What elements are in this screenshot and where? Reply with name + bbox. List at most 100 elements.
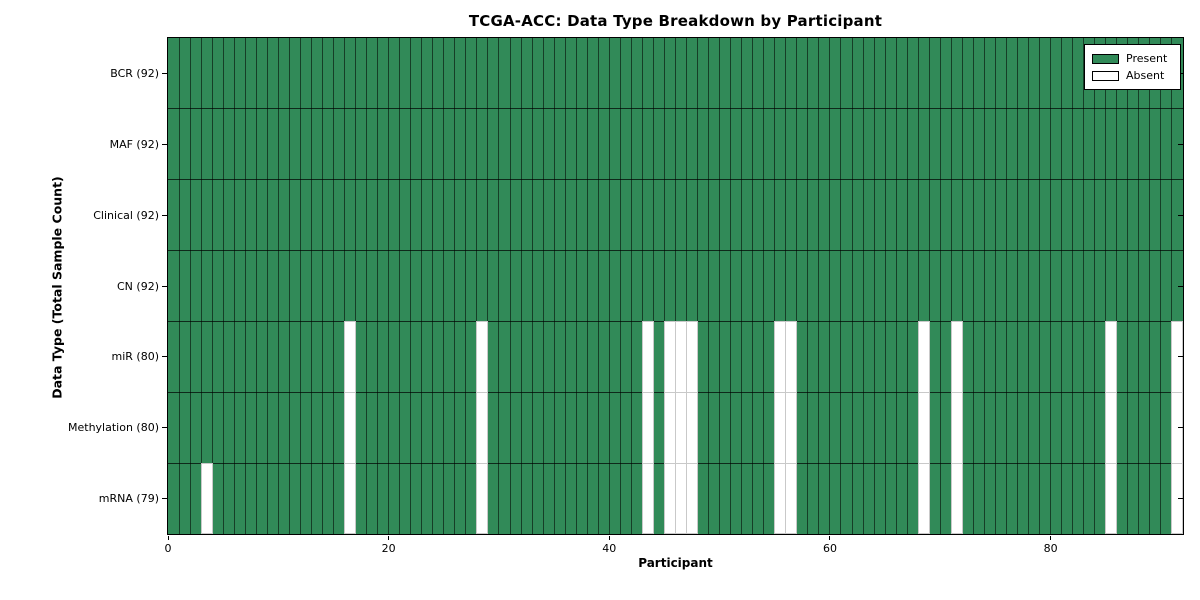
grid-line-vertical: [840, 38, 842, 534]
legend-label-present: Present: [1126, 52, 1168, 65]
y-tick-mark: [162, 498, 167, 500]
absent-cell: [950, 320, 963, 393]
x-tick-label: 40: [602, 542, 617, 555]
y-tick-mark-right: [1178, 214, 1183, 216]
absent-cell: [476, 320, 489, 393]
y-tick-mark: [162, 143, 167, 145]
grid-line-vertical: [310, 38, 312, 534]
legend-item-present: Present: [1092, 53, 1173, 64]
absent-cell: [785, 462, 798, 534]
grid-line-vertical: [752, 38, 754, 534]
grid-line-vertical: [774, 38, 776, 534]
grid-line-vertical: [509, 38, 511, 534]
grid-line-vertical: [895, 38, 897, 534]
row-label: BCR (92): [110, 66, 159, 80]
absent-cell: [917, 462, 930, 534]
plot-area: [167, 37, 1184, 535]
grid-line-vertical: [950, 38, 952, 534]
grid-line-vertical: [277, 38, 279, 534]
grid-line-vertical: [796, 38, 798, 534]
grid-line-vertical: [1083, 38, 1085, 534]
grid-line-vertical: [807, 38, 809, 534]
row-label: CN (92): [117, 279, 159, 293]
grid-line-vertical: [1039, 38, 1041, 534]
absent-cell: [917, 391, 930, 464]
grid-line-vertical: [1061, 38, 1063, 534]
grid-line-vertical: [818, 38, 820, 534]
x-tick-label: 20: [381, 542, 396, 555]
grid-line-vertical: [421, 38, 423, 534]
y-tick-mark: [162, 427, 167, 429]
grid-line-vertical: [189, 38, 191, 534]
grid-line-vertical: [1094, 38, 1096, 534]
grid-line-vertical: [1050, 38, 1052, 534]
y-tick-mark-right: [1178, 143, 1183, 145]
x-tick-label: 0: [164, 542, 172, 555]
y-tick-mark: [162, 72, 167, 74]
y-tick-mark-right: [1178, 356, 1183, 358]
grid-line-vertical: [487, 38, 489, 534]
grid-line-vertical: [961, 38, 963, 534]
grid-line-vertical: [763, 38, 765, 534]
absent-cell: [641, 320, 654, 393]
row-label: MAF (92): [109, 137, 159, 151]
row-label: Methylation (80): [68, 421, 159, 435]
x-tick-label: 80: [1043, 542, 1058, 555]
grid-line-vertical: [178, 38, 180, 534]
grid-line-vertical: [884, 38, 886, 534]
grid-line-vertical: [697, 38, 699, 534]
grid-line-vertical: [332, 38, 334, 534]
grid-line-vertical: [1116, 38, 1118, 534]
grid-line-vertical: [211, 38, 213, 534]
absent-cell: [641, 462, 654, 534]
grid-line-vertical: [443, 38, 445, 534]
grid-line-vertical: [1171, 38, 1173, 534]
absent-cell: [686, 320, 699, 393]
absent-cell: [950, 462, 963, 534]
row-label: Clinical (92): [93, 208, 159, 222]
x-tick-mark: [829, 536, 831, 540]
absent-swatch-icon: [1092, 70, 1119, 81]
grid-line-vertical: [862, 38, 864, 534]
absent-cell: [950, 391, 963, 464]
present-swatch-icon: [1092, 53, 1119, 64]
grid-line-vertical: [355, 38, 357, 534]
y-tick-mark-right: [1178, 427, 1183, 429]
absent-cell: [785, 320, 798, 393]
x-tick-mark: [1050, 536, 1052, 540]
grid-line-vertical: [432, 38, 434, 534]
grid-line-vertical: [388, 38, 390, 534]
absent-cell: [917, 320, 930, 393]
grid-line-vertical: [531, 38, 533, 534]
grid-line-vertical: [321, 38, 323, 534]
grid-line-vertical: [597, 38, 599, 534]
row-label: mRNA (79): [98, 492, 159, 506]
x-tick-mark: [167, 536, 169, 540]
grid-line-vertical: [542, 38, 544, 534]
y-tick-mark: [162, 214, 167, 216]
grid-line-horizontal: [168, 250, 1183, 252]
absent-cell: [1105, 391, 1118, 464]
grid-line-vertical: [663, 38, 665, 534]
grid-line-vertical: [255, 38, 257, 534]
x-tick-mark: [608, 536, 610, 540]
absent-cell: [344, 462, 357, 534]
grid-line-vertical: [851, 38, 853, 534]
grid-line-vertical: [1017, 38, 1018, 534]
grid-line-vertical: [244, 38, 246, 534]
grid-line-vertical: [708, 38, 710, 534]
grid-line-vertical: [719, 38, 721, 534]
grid-line-horizontal: [168, 108, 1183, 110]
grid-line-vertical: [917, 38, 919, 534]
grid-line-vertical: [928, 38, 930, 534]
grid-line-vertical: [288, 38, 290, 534]
grid-line-horizontal: [168, 179, 1183, 181]
absent-cell: [344, 320, 357, 393]
grid-line-vertical: [1149, 38, 1151, 534]
grid-line-vertical: [1028, 38, 1030, 534]
legend-label-absent: Absent: [1126, 69, 1165, 82]
grid-line-vertical: [741, 38, 743, 534]
grid-line-vertical: [1138, 38, 1140, 534]
grid-line-vertical: [873, 38, 875, 534]
legend: Present Absent: [1084, 44, 1181, 90]
